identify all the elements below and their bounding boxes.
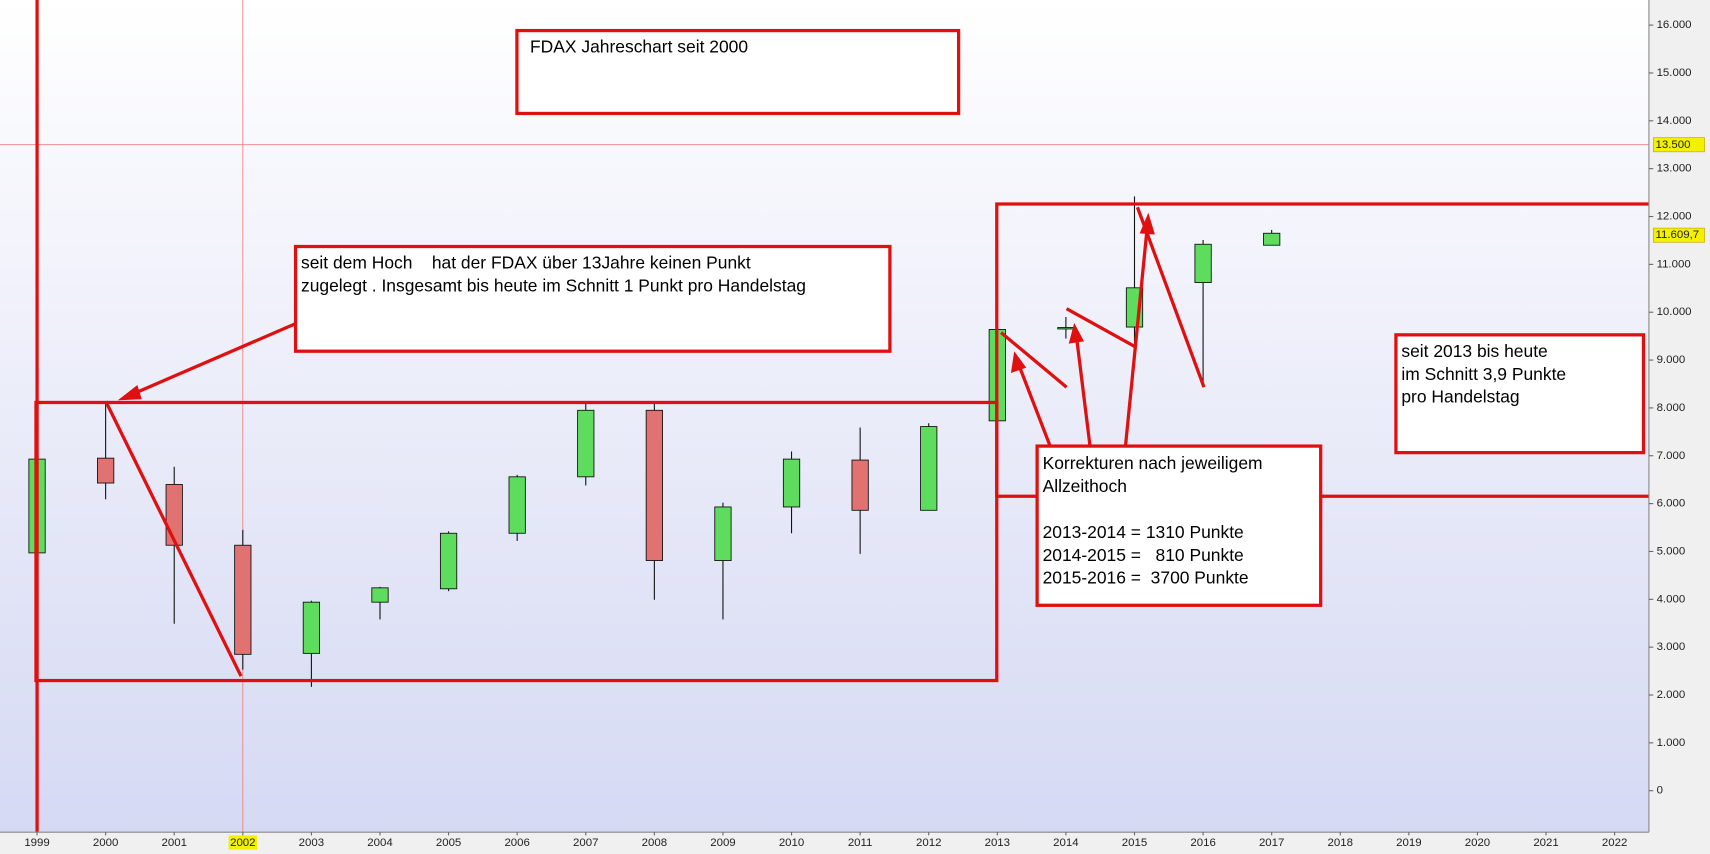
y-tick-label: 0 [1657, 785, 1663, 797]
candle-body [165, 484, 183, 546]
candle-body [920, 426, 938, 511]
y-tick-label: 1.000 [1657, 737, 1686, 749]
x-tick-label: 2018 [1328, 837, 1353, 849]
candle-body [645, 409, 663, 561]
y-tick-label: 7.000 [1657, 450, 1686, 462]
x-tick-label: 2012 [916, 837, 941, 849]
x-tick-label: 2015 [1122, 837, 1147, 849]
y-tick-label: 11.000 [1657, 258, 1691, 270]
candle-body [1263, 232, 1281, 246]
x-tick-label: 2005 [436, 837, 461, 849]
candle-body [234, 544, 252, 655]
drawing-box [34, 400, 999, 683]
drawing-line [1000, 331, 1068, 389]
candle-body [1057, 327, 1075, 330]
candle-body [508, 476, 526, 534]
annotation-text: 2014-2015 = 810 Punkte [1043, 545, 1244, 565]
y-tick-label: 12.000 [1657, 211, 1692, 223]
candle-body [851, 459, 869, 511]
candle-body [577, 409, 595, 478]
y-tick-label: 14.000 [1657, 115, 1692, 127]
candle-body [439, 532, 458, 590]
x-tick-label: 2016 [1190, 837, 1215, 849]
annotation-box [515, 28, 961, 116]
x-tick-label: 2001 [161, 837, 186, 849]
x-tick-label: 2010 [779, 837, 804, 849]
annotation-boxes: FDAX Jahreschart seit 2000 seit dem Hoch… [293, 28, 1646, 607]
y-tick-label: 2.000 [1657, 689, 1686, 701]
x-tick-label: 2008 [642, 837, 667, 849]
x-tick-label: 2019 [1396, 837, 1421, 849]
annotation-text: seit dem Hoch hat der FDAX über 13Jahre … [301, 253, 751, 273]
candle-body [714, 506, 732, 561]
annotation-text: FDAX Jahreschart seit 2000 [530, 37, 748, 57]
arrowhead [1010, 351, 1027, 374]
x-tick-label: 2022 [1602, 837, 1627, 849]
annotation-text: pro Handelstag [1401, 387, 1519, 407]
x-tick-label: 2011 [848, 837, 873, 849]
annotation-box [1035, 444, 1323, 607]
arrowhead [1139, 212, 1155, 235]
x-tick-label: 2006 [504, 837, 529, 849]
cursor-label-bg [228, 835, 257, 850]
candle-body [97, 457, 115, 484]
y-tick-label: 3.000 [1657, 641, 1686, 653]
plot-area [0, 0, 1649, 833]
y-tick-label: 13.000 [1657, 163, 1692, 175]
annotation-text: Korrekturen nach jeweiligem [1043, 453, 1263, 473]
annotation-text: zugelegt . Insgesamt bis heute im Schnit… [301, 275, 806, 295]
annotation-box [293, 244, 892, 353]
annotation-text: seit 2013 bis heute [1401, 341, 1547, 361]
x-tick-label: 2013 [985, 837, 1010, 849]
x-tick-label: 2020 [1465, 837, 1490, 849]
drawing-line [1065, 307, 1137, 349]
y-tick-label: 16.000 [1657, 19, 1692, 31]
candle-body [782, 458, 801, 508]
marks [0, 0, 1649, 833]
x-tick-label: 2004 [367, 837, 393, 849]
candle-body [371, 587, 389, 603]
annotation-text: 2013-2014 = 1310 Punkte [1043, 522, 1244, 542]
x-tick-label: 1999 [24, 837, 49, 849]
y-tick-label: 8.000 [1657, 402, 1686, 414]
x-tick-label: 2002 [230, 837, 255, 849]
annotation-text: 2015-2016 = 3700 Punkte [1043, 568, 1249, 588]
annotation-box [1394, 333, 1646, 455]
drawing-line [1135, 206, 1206, 388]
x-tick-label: 2009 [710, 837, 735, 849]
marker-label-bg [1652, 227, 1705, 243]
y-tick-label: 15.000 [1657, 67, 1692, 79]
x-tick-label: 2017 [1259, 837, 1284, 849]
marker-label-bg [1652, 137, 1705, 153]
x-tick-label: 2007 [573, 837, 598, 849]
marker-label: 11.609,7 [1655, 229, 1699, 241]
annotation-text: im Schnitt 3,9 Punkte [1401, 364, 1566, 384]
x-tick-label: 2000 [93, 837, 118, 849]
drawing-box [995, 202, 1649, 498]
x-tick-label: 2003 [299, 837, 324, 849]
y-tick-label: 6.000 [1657, 498, 1686, 510]
y-tick-label: 9.000 [1657, 354, 1686, 366]
y-tick-label: 5.000 [1657, 545, 1686, 557]
x-tick-label: 2014 [1053, 837, 1079, 849]
y-tick-label: 4.000 [1657, 593, 1686, 605]
drawing-line [104, 400, 243, 677]
x-tick-label: 2021 [1533, 837, 1558, 849]
arrowhead [1068, 322, 1085, 344]
candle-body [1194, 243, 1212, 283]
annotation-text: Allzeithoch [1043, 476, 1127, 496]
y-tick-label: 10.000 [1657, 306, 1692, 318]
candle-body [302, 601, 321, 654]
marker-label: 13.500 [1655, 139, 1690, 151]
arrowhead [117, 385, 142, 401]
